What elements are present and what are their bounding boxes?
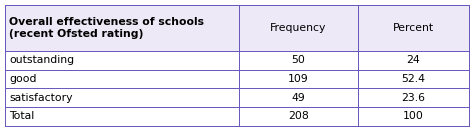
Text: Total: Total — [9, 111, 35, 121]
Text: 109: 109 — [288, 74, 309, 84]
Bar — [5, 88, 469, 107]
Bar — [5, 70, 469, 88]
Bar — [5, 51, 469, 70]
Text: satisfactory: satisfactory — [9, 93, 73, 103]
Text: good: good — [9, 74, 37, 84]
Text: Percent: Percent — [393, 23, 434, 33]
Bar — [5, 107, 469, 126]
Text: 100: 100 — [403, 111, 424, 121]
Text: 52.4: 52.4 — [401, 74, 426, 84]
Text: Frequency: Frequency — [270, 23, 327, 33]
Text: 208: 208 — [288, 111, 309, 121]
Text: outstanding: outstanding — [9, 55, 74, 65]
Text: 50: 50 — [292, 55, 305, 65]
Text: 49: 49 — [292, 93, 305, 103]
Bar — [5, 5, 469, 51]
Text: 23.6: 23.6 — [401, 93, 426, 103]
Text: 24: 24 — [407, 55, 420, 65]
Text: Overall effectiveness of schools
(recent Ofsted rating): Overall effectiveness of schools (recent… — [9, 17, 204, 39]
